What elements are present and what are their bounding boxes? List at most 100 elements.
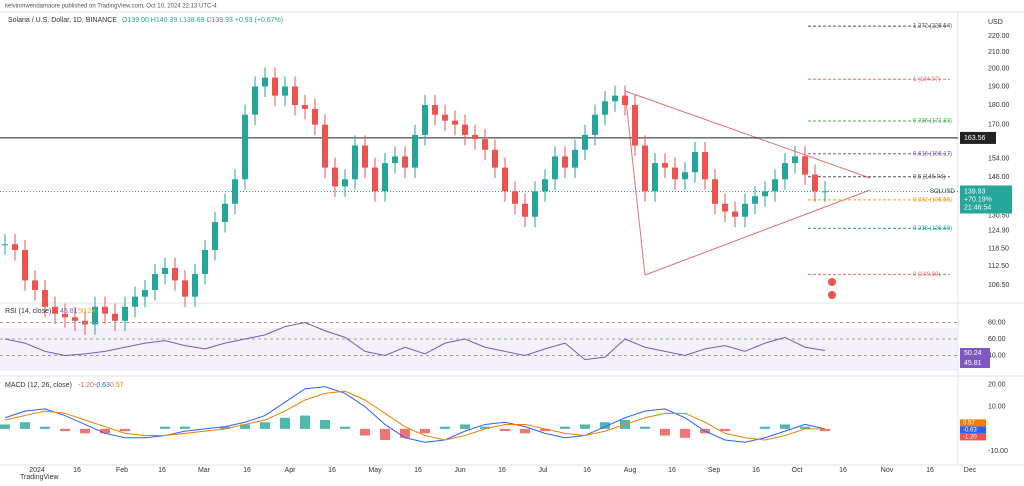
macd-hist-label: -1.20 [78,382,94,389]
candle [792,156,798,164]
macd-badge [960,419,986,427]
macd-bar [460,424,470,429]
x-tick-label: May [368,467,382,474]
y-tick-label: -10.00 [988,448,1008,455]
macd-bar [340,426,350,429]
macd-macd [4,386,826,443]
candle [472,134,478,140]
candle [662,163,668,168]
y-tick-label: 112.50 [988,263,1009,270]
candle [92,306,98,325]
fib-label: 0.236 (125.68) [913,226,952,232]
macd-bar [260,422,270,429]
level-badge [960,131,996,144]
macd-bar [540,428,550,432]
macd-bar [780,424,790,429]
candle [612,95,618,102]
footer-logo: TradingView [20,474,59,481]
macd-bar [600,422,610,429]
candle [572,149,578,168]
macd-bar [160,426,170,429]
candle [102,306,108,314]
x-tick-label: 16 [414,467,422,474]
x-tick-label: Sep [708,467,721,474]
candle [402,156,408,168]
rsi-line [4,321,826,361]
candle [522,203,528,217]
candle [332,167,338,187]
candle [122,306,128,321]
y-tick-label: 40.00 [988,352,1006,359]
macd-bar [680,428,690,438]
y-tick-label: 170.00 [988,122,1010,129]
y-tick-label: 200.00 [988,66,1010,73]
y-tick-label: 60.00 [988,336,1006,343]
fib-label: 0 (109.89) [913,272,940,278]
macd-bar [400,428,410,438]
fib-label: 0.618 (156.17) [913,151,952,157]
x-tick-label: 16 [498,467,506,474]
candle [682,172,688,180]
event-icon[interactable] [828,291,836,299]
x-tick-label: 16 [926,467,934,474]
x-tick-label: 16 [839,467,847,474]
y-tick-label: 106.50 [988,282,1010,289]
y-tick-label: 146.00 [988,174,1010,181]
candle [352,145,358,180]
candle [462,124,468,135]
candle [262,77,268,87]
fib-label: 0.786 (171.83) [913,119,952,125]
candle [592,114,598,135]
fib-label: 1.272 (226.54) [913,24,952,30]
candle [642,145,648,192]
candle [512,191,518,204]
macd-bar [800,426,810,429]
event-icon[interactable] [828,278,836,286]
fib-label: 0.5 (146.04) [913,174,945,180]
macd-bar [320,420,330,429]
candle [132,296,138,307]
x-tick-label: Feb [116,467,128,474]
candle [162,267,168,275]
rsi-badge-value: 45.81 [964,360,982,367]
candle [802,156,808,175]
candle [222,203,228,223]
candle [32,280,38,291]
candle [702,151,708,180]
macd-badge [960,426,986,434]
macd-bar [520,428,530,434]
x-tick-label: 16 [243,467,251,474]
publisher: kelvinmwendamaore published on TradingVi… [5,4,217,10]
candle [172,267,178,281]
candle [42,290,48,307]
symbol: Solana / U.S. Dollar, 1D, BINANCE [8,17,117,24]
macd-bar [20,422,30,429]
x-tick-label: 16 [73,467,81,474]
macd-bar [80,428,90,434]
y-tick-label: 124.90 [988,227,1010,234]
triangle-line [644,189,871,276]
y-tick-label: 80.00 [988,319,1006,326]
candle [532,191,538,217]
candle [292,86,298,106]
macd-signal [4,390,825,441]
candle [362,145,368,168]
candle [242,114,248,180]
x-tick-label: 16 [668,467,676,474]
last-countdown: 21:46:54 [964,204,991,211]
candle [622,95,628,106]
x-tick-label: Nov [881,467,894,474]
macd-bar [0,424,10,429]
y-tick-label: 180.00 [988,102,1010,109]
fib-label: 0.382 (136.56) [913,197,952,203]
candle [772,179,778,192]
macd-bar [480,426,490,429]
triangle-line [624,90,646,276]
candle [372,167,378,192]
currency: USD [988,19,1003,26]
macd-badge-label: -0.63 [963,427,977,433]
candle [412,134,418,168]
candle [272,77,278,96]
candle [712,179,718,204]
macd-bar [660,428,670,436]
